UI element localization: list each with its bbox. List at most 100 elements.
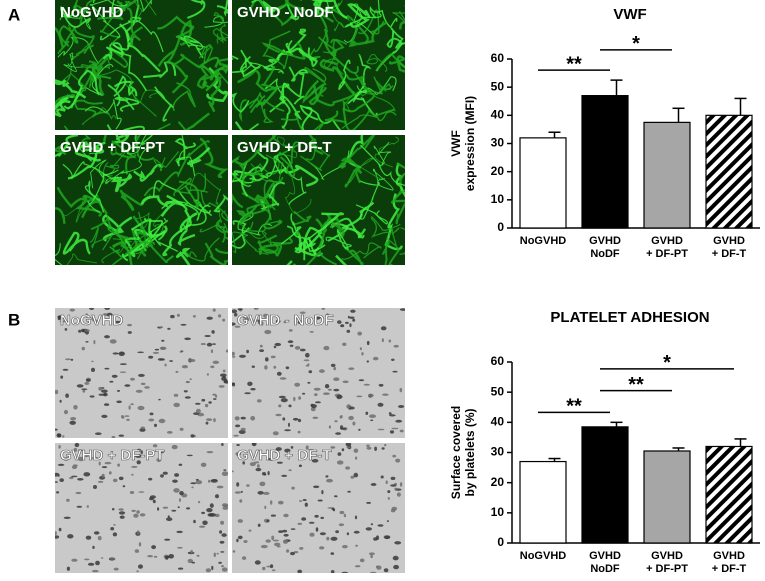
platelet — [238, 430, 246, 434]
fiber — [301, 106, 313, 130]
fiber — [399, 227, 405, 255]
platelet — [173, 488, 180, 493]
platelet — [118, 508, 124, 511]
fiber — [299, 104, 342, 130]
platelet — [62, 435, 65, 438]
fiber — [126, 7, 143, 48]
platelet — [234, 416, 240, 421]
fiber — [109, 246, 123, 265]
platelet — [278, 395, 286, 399]
platelet — [370, 554, 373, 559]
platelet — [264, 365, 268, 370]
platelet — [247, 381, 253, 386]
platelet — [346, 404, 351, 409]
platelet — [221, 565, 224, 568]
fiber — [67, 141, 106, 180]
fiber — [232, 192, 244, 209]
fiber — [382, 241, 400, 265]
platelet — [353, 472, 359, 478]
platelet — [253, 461, 260, 464]
fiber — [105, 145, 152, 185]
platelet — [302, 499, 307, 501]
platelet — [124, 415, 130, 417]
fiber — [258, 243, 283, 257]
platelet — [266, 519, 270, 523]
fiber — [386, 227, 400, 251]
platelet — [358, 428, 361, 431]
significance-label: ** — [566, 53, 582, 75]
platelet — [74, 443, 80, 448]
platelet — [270, 514, 276, 517]
platelet — [257, 464, 260, 468]
platelet — [214, 513, 220, 518]
fiber — [268, 47, 304, 64]
fiber — [369, 5, 398, 29]
platelet — [368, 552, 375, 556]
platelet — [119, 371, 127, 374]
bar — [643, 450, 691, 544]
platelet — [221, 567, 228, 572]
fiber — [84, 99, 122, 130]
platelet — [297, 418, 302, 423]
fiber — [185, 112, 210, 130]
platelet — [55, 389, 59, 395]
platelet — [194, 402, 201, 405]
platelet — [394, 541, 402, 545]
platelet — [209, 503, 214, 508]
bar — [705, 114, 753, 229]
platelet — [341, 571, 348, 573]
y-tick-label: 60 — [491, 51, 505, 65]
platelet — [76, 384, 84, 388]
platelet — [276, 545, 281, 548]
fiber — [284, 177, 312, 214]
platelet — [365, 411, 369, 415]
platelet — [122, 485, 126, 488]
platelet — [84, 381, 90, 385]
platelet — [216, 552, 219, 555]
platelet — [369, 414, 376, 419]
platelet — [137, 351, 145, 354]
platelet — [66, 566, 70, 571]
fiber — [183, 35, 207, 51]
platelet — [276, 371, 282, 376]
platelet — [85, 378, 91, 382]
fiber — [216, 0, 228, 17]
platelet — [270, 355, 276, 359]
platelet — [313, 387, 321, 391]
platelet — [211, 565, 214, 571]
platelet — [100, 557, 104, 559]
y-tick-label: 40 — [491, 108, 505, 122]
platelet — [259, 481, 266, 487]
platelet — [200, 462, 207, 467]
platelet — [250, 416, 256, 421]
platelet — [210, 365, 215, 369]
platelet — [399, 308, 405, 311]
platelet — [130, 377, 135, 381]
platelet — [108, 471, 112, 475]
platelet — [113, 524, 116, 526]
platelet — [118, 434, 125, 437]
platelet — [147, 555, 154, 558]
platelet — [149, 495, 156, 499]
platelet — [282, 417, 286, 421]
platelet — [232, 309, 238, 314]
platelet — [234, 491, 241, 494]
fiber — [303, 212, 345, 249]
fiber — [74, 141, 102, 162]
platelet — [184, 396, 191, 399]
platelet — [242, 556, 247, 560]
platelet — [152, 444, 158, 448]
platelet — [332, 508, 336, 512]
fiber — [173, 177, 208, 197]
platelet — [267, 457, 275, 461]
platelet — [391, 427, 399, 430]
platelet — [302, 392, 306, 395]
fiber — [338, 135, 376, 169]
platelet — [81, 328, 85, 333]
micrograph — [232, 443, 405, 573]
platelet — [70, 417, 77, 421]
platelet — [393, 344, 399, 348]
platelet — [267, 471, 270, 476]
fiber — [262, 30, 291, 70]
platelet — [136, 530, 140, 535]
